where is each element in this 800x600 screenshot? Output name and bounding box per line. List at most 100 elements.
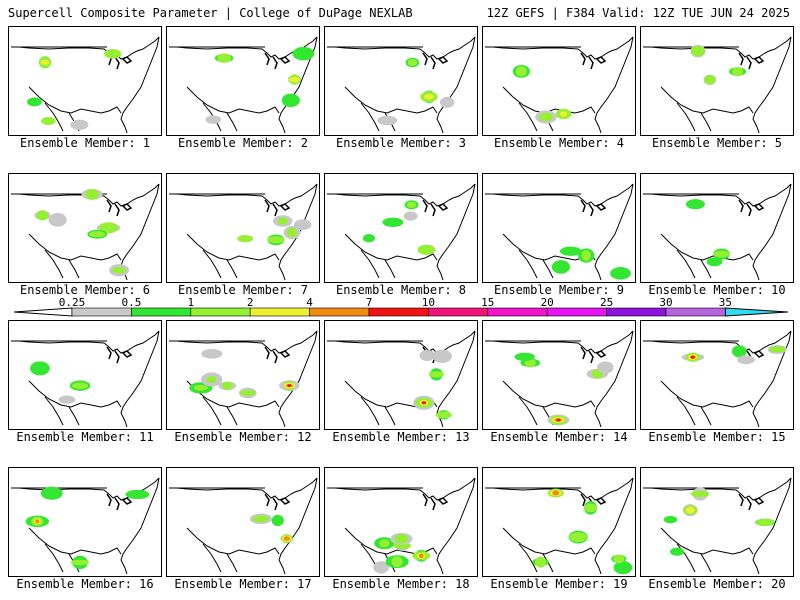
us-basemap: [643, 477, 792, 575]
us-basemap: [169, 477, 318, 575]
scp-contour: [418, 553, 424, 559]
legend-swatch: [368, 307, 429, 317]
ensemble-map-panel: [482, 320, 636, 430]
ensemble-member-label: Ensemble Member: 12: [174, 430, 312, 444]
scp-contour: [610, 266, 631, 280]
great-lakes: [106, 493, 133, 511]
legend-swatch: [190, 307, 251, 317]
ensemble-member-label: Ensemble Member: 14: [490, 430, 628, 444]
scp-contour: [271, 514, 284, 527]
scp-contour: [293, 219, 312, 231]
us-basemap: [11, 330, 160, 428]
legend-min-arrow: [13, 307, 73, 317]
ensemble-member-label: Ensemble Member: 17: [174, 577, 312, 591]
scp-contour: [417, 244, 436, 255]
ensemble-map-panel: [640, 173, 794, 283]
ensemble-map-panel: [166, 320, 320, 430]
coastline: [11, 330, 160, 428]
scp-contour: [556, 418, 561, 422]
scp-contour: [663, 515, 678, 524]
gulf-coast: [28, 233, 122, 261]
ensemble-member-label: Ensemble Member: 5: [651, 136, 783, 150]
scp-contour: [551, 260, 571, 274]
scp-contour: [713, 250, 730, 258]
scp-contour: [89, 231, 106, 238]
legend-swatch: [665, 307, 726, 317]
scp-contour: [104, 49, 122, 59]
ensemble-member-label: Ensemble Member: 19: [490, 577, 628, 591]
ensemble-member-label: Ensemble Member: 7: [177, 283, 309, 297]
us-basemap: [327, 36, 476, 134]
scp-contour: [613, 561, 633, 575]
legend-swatch: [428, 307, 489, 317]
scp-contour: [206, 376, 217, 383]
legend-threshold-label: 35: [719, 296, 732, 309]
ensemble-map-panel: [166, 467, 320, 577]
gulf-coast: [660, 233, 754, 261]
gulf-coast: [28, 380, 122, 408]
us-basemap: [643, 36, 792, 134]
coastline: [643, 36, 792, 134]
legend-swatch: [487, 307, 548, 317]
scp-contour: [253, 515, 269, 523]
scp-contour: [283, 536, 291, 541]
scp-contour: [407, 58, 418, 67]
us-basemap: [11, 183, 160, 281]
scp-contour: [539, 112, 553, 122]
scp-contour: [40, 486, 63, 500]
scp-contour: [222, 381, 233, 391]
great-lakes: [264, 52, 291, 70]
scp-contour: [217, 53, 232, 63]
scp-contour: [382, 217, 404, 227]
gulf-coast: [186, 527, 280, 555]
scp-contour: [286, 227, 297, 238]
scp-contour: [756, 518, 774, 526]
us-basemap: [169, 36, 318, 134]
scp-contour: [112, 267, 126, 274]
scp-contour: [85, 188, 99, 200]
us-basemap: [485, 36, 634, 134]
legend-swatch: [71, 307, 132, 317]
coastline: [327, 183, 476, 281]
ensemble-map-panel: [8, 320, 162, 430]
scp-contour: [690, 355, 695, 359]
us-basemap: [169, 330, 318, 428]
coastline: [169, 477, 318, 575]
mexico-coast: [202, 396, 238, 426]
great-lakes: [738, 52, 765, 70]
ensemble-member-label: Ensemble Member: 6: [19, 283, 151, 297]
coastline: [485, 36, 634, 134]
great-lakes: [422, 52, 449, 70]
scp-contour: [288, 76, 301, 83]
scp-contour: [35, 519, 40, 524]
mexico-coast: [360, 249, 396, 279]
scp-contour: [435, 411, 452, 419]
scp-contour: [379, 539, 390, 548]
scp-contour: [267, 236, 285, 244]
scp-contour: [205, 115, 222, 124]
ensemble-member-label: Ensemble Member: 16: [16, 577, 154, 591]
ensemble-member-label: Ensemble Member: 8: [335, 283, 467, 297]
ensemble-map-panel: [324, 320, 478, 430]
ensemble-member-label: Ensemble Member: 3: [335, 136, 467, 150]
gulf-coast: [502, 86, 596, 114]
scp-contour: [277, 217, 288, 225]
scp-contour: [377, 115, 398, 126]
us-basemap: [169, 183, 318, 281]
scp-contour: [514, 352, 535, 361]
scp-contour: [99, 222, 118, 234]
gulf-coast: [344, 527, 438, 555]
coastline: [485, 477, 634, 575]
legend-threshold-label: 0.25: [59, 296, 86, 309]
us-basemap: [485, 183, 634, 281]
great-lakes: [264, 199, 291, 217]
ensemble-map-panel: [482, 467, 636, 577]
gulf-coast: [660, 380, 754, 408]
scp-contour: [71, 382, 89, 389]
ensemble-map-panel: [482, 26, 636, 136]
scp-contour: [685, 507, 695, 514]
coastline: [327, 477, 476, 575]
legend-threshold-label: 7: [366, 296, 373, 309]
ensemble-member-label: Ensemble Member: 18: [332, 577, 470, 591]
coastline: [327, 36, 476, 134]
